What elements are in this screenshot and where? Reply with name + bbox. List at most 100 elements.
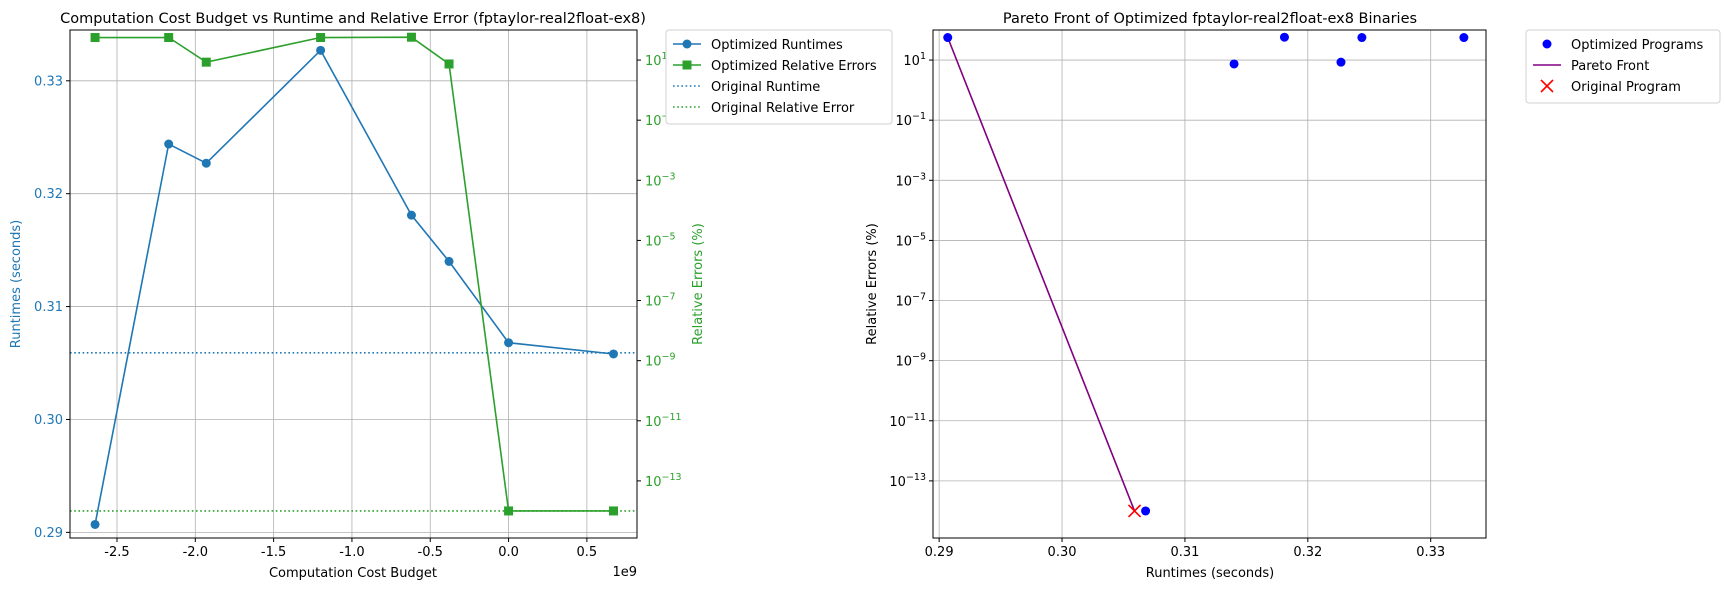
chart-1-reference-lines — [70, 352, 637, 512]
chart-1-x-tick-label: 0.5 — [577, 545, 598, 560]
chart-1-y-tick-label-left: 0.31 — [34, 300, 63, 315]
chart-2-y-label: Relative Errors (%) — [865, 223, 880, 345]
chart-1-y-tick-label-right: 10−13 — [645, 472, 682, 490]
chart-1-y-label-right: Relative Errors (%) — [691, 223, 706, 345]
optimized-program-point — [1459, 33, 1469, 43]
pareto-front-chart: Pareto Front of Optimized fptaylor-real2… — [865, 11, 1721, 581]
legend-label: Original Relative Error — [711, 101, 855, 116]
chart-1-x-tick-label: -1.0 — [339, 545, 364, 560]
chart-1-x-offset: 1e9 — [612, 565, 637, 580]
optimized-program-point — [1279, 32, 1289, 42]
data-point — [316, 45, 326, 55]
legend-entry-original-program: Original Program — [1540, 79, 1681, 95]
chart-2-x-label: Runtimes (seconds) — [1146, 566, 1274, 581]
data-point — [444, 256, 454, 266]
chart-1-y-tick-label-left: 0.33 — [34, 74, 63, 89]
chart-1-y-tick-label-right: 101 — [645, 51, 668, 69]
chart-1-y-tick-label-right: 10−3 — [645, 171, 676, 189]
data-point — [164, 33, 174, 43]
chart-2-legend: Optimized Programs Pareto Front Original… — [1525, 29, 1721, 104]
chart-2-legend-frame — [1525, 29, 1721, 104]
chart-2-title: Pareto Front of Optimized fptaylor-real2… — [1003, 11, 1417, 27]
chart-1-plot-frame — [69, 29, 638, 539]
chart-1-legend-frame — [665, 29, 893, 125]
chart-1-grid — [70, 30, 637, 538]
chart-2-y-tick-label: 10−3 — [895, 171, 926, 189]
series-line — [94, 49, 614, 525]
chart-2-x-ticks: 0.29 0.30 0.31 0.32 0.33 — [925, 538, 1445, 560]
series-line — [95, 36, 614, 512]
chart-1-legend: Optimized Runtimes Optimized Relative Er… — [665, 29, 893, 125]
chart-1-x-tick-label: -2.5 — [104, 545, 129, 560]
chart-2-x-tick-label: 0.31 — [1170, 545, 1199, 560]
original-program-marker — [1127, 504, 1142, 518]
chart-1-y-tick-label-left: 0.32 — [34, 187, 63, 202]
chart-1-y-tick-label-right: 10−5 — [645, 231, 676, 249]
runtime-error-chart: Computation Cost Budget vs Runtime and R… — [9, 11, 893, 581]
chart-1-x-tick-label: 0.0 — [498, 545, 519, 560]
chart-1-x-tick-label: -2.0 — [183, 545, 208, 560]
chart-2-x-tick-label: 0.30 — [1048, 545, 1077, 560]
chart-2-x-tick-label: 0.29 — [925, 545, 954, 560]
optimized-program-point — [1336, 57, 1346, 67]
legend-label: Pareto Front — [1571, 59, 1649, 74]
data-point — [406, 32, 416, 42]
legend-label: Optimized Runtimes — [711, 38, 843, 53]
chart-1-x-tick-label: -1.5 — [261, 545, 286, 560]
data-point — [316, 33, 326, 43]
optimized-program-point — [943, 33, 953, 43]
chart-1-y-tick-label-left: 0.30 — [34, 413, 63, 428]
pareto-front-line — [947, 37, 1136, 512]
chart-1-series — [90, 32, 619, 529]
legend-entry-original-runtime: Original Runtime — [673, 80, 820, 95]
optimized-program-point — [1141, 506, 1151, 516]
chart-1-y-ticks-left: 0.29 0.30 0.31 0.32 0.33 — [34, 74, 70, 541]
chart-2-y-tick-label: 101 — [903, 51, 926, 69]
legend-entry-optimized-relative-errors: Optimized Relative Errors — [673, 59, 877, 74]
data-point — [406, 210, 416, 220]
chart-2-y-tick-label: 10−9 — [895, 352, 926, 370]
chart-1-y-tick-label-left: 0.29 — [34, 526, 63, 541]
data-point — [444, 59, 454, 69]
chart-2-y-tick-label: 10−11 — [889, 412, 926, 430]
legend-entry-optimized-programs: Optimized Programs — [1542, 38, 1704, 53]
legend-label: Optimized Programs — [1571, 38, 1704, 53]
chart-2-y-tick-label: 10−1 — [895, 111, 926, 129]
chart-2-plot-frame — [932, 29, 1487, 539]
legend-label: Optimized Relative Errors — [711, 59, 877, 74]
chart-2-x-tick-label: 0.33 — [1416, 545, 1445, 560]
chart-1-y-label-left: Runtimes (seconds) — [9, 220, 24, 348]
legend-entry-optimized-runtimes: Optimized Runtimes — [673, 38, 843, 53]
chart-1-y-tick-label-right: 10−9 — [645, 352, 676, 370]
legend-entry-pareto-front: Pareto Front — [1533, 59, 1649, 74]
data-point — [609, 349, 619, 359]
data-point — [90, 519, 100, 529]
chart-2-y-tick-label: 10−5 — [895, 231, 926, 249]
chart-2-series — [943, 32, 1469, 518]
chart-1-y-tick-label-right: 10−7 — [645, 292, 676, 310]
chart-2-y-tick-label: 10−13 — [889, 472, 926, 490]
data-point — [504, 338, 514, 348]
data-point — [201, 158, 211, 168]
chart-1-x-label: Computation Cost Budget — [269, 566, 437, 581]
chart-1-x-tick-label: -0.5 — [418, 545, 443, 560]
optimized-program-point — [1357, 33, 1367, 43]
data-point — [504, 506, 514, 516]
data-point — [201, 57, 211, 67]
chart-1-y-tick-label-right: 10−11 — [645, 412, 682, 430]
chart-2-grid — [933, 30, 1486, 538]
legend-entry-original-relative-error: Original Relative Error — [673, 101, 855, 116]
data-point — [164, 139, 174, 149]
optimized-program-point — [1229, 59, 1239, 69]
data-point — [609, 506, 619, 516]
chart-1-title: Computation Cost Budget vs Runtime and R… — [60, 11, 646, 27]
legend-label: Original Runtime — [711, 80, 820, 95]
chart-2-y-tick-label: 10−7 — [895, 292, 926, 310]
chart-1-x-ticks: -2.5 -2.0 -1.5 -1.0 -0.5 0.0 0.5 — [104, 538, 597, 560]
chart-2-x-tick-label: 0.32 — [1293, 545, 1322, 560]
legend-label: Original Program — [1571, 80, 1681, 95]
data-point — [90, 33, 100, 43]
chart-2-y-ticks: 101 10−1 10−3 10−5 10−7 10−9 10−11 10−13 — [889, 51, 933, 490]
